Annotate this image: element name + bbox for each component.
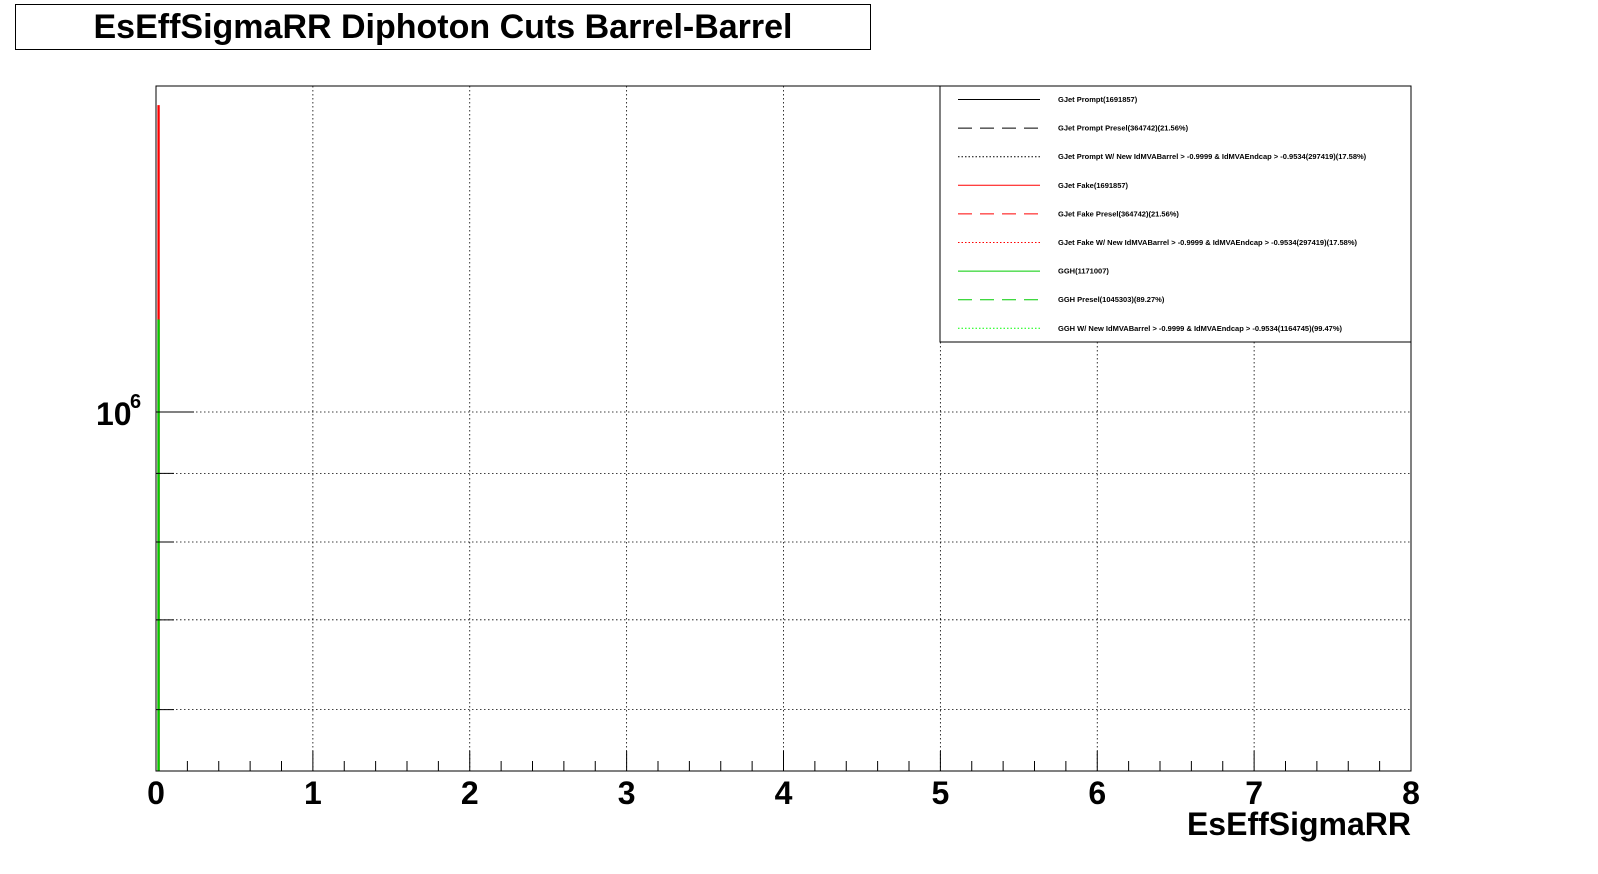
legend-label: GJet Fake(1691857) <box>1058 181 1129 190</box>
x-tick-label: 0 <box>147 775 165 811</box>
x-tick-label: 3 <box>618 775 636 811</box>
x-tick-label: 1 <box>304 775 322 811</box>
legend: GJet Prompt(1691857) GJet Prompt Presel(3… <box>940 86 1411 342</box>
legend-label: GJet Fake Presel(364742)(21.56%) <box>1058 209 1179 218</box>
x-tick-label: 5 <box>931 775 949 811</box>
y-tick-label: 10 <box>96 396 132 432</box>
legend-label: GGH(1171007) <box>1058 267 1109 276</box>
series-layer <box>158 106 159 771</box>
x-axis-title: EsEffSigmaRR <box>1187 806 1411 842</box>
legend-label: GGH Presel(1045303)(89.27%) <box>1058 295 1165 304</box>
x-tick-label: 2 <box>461 775 479 811</box>
y-tick-label-exponent: 6 <box>130 391 141 413</box>
series-line <box>158 320 159 771</box>
legend-label: GGH W/ New IdMVABarrel > -0.9999 & IdMVA… <box>1058 324 1343 333</box>
legend-label: GJet Prompt W/ New IdMVABarrel > -0.9999… <box>1058 152 1367 161</box>
legend-label: GJet Fake W/ New IdMVABarrel > -0.9999 &… <box>1058 238 1358 247</box>
legend-label: GJet Prompt Presel(364742)(21.56%) <box>1058 124 1189 133</box>
x-tick-label: 4 <box>775 775 793 811</box>
x-tick-label: 6 <box>1088 775 1106 811</box>
legend-label: GJet Prompt(1691857) <box>1058 95 1138 104</box>
